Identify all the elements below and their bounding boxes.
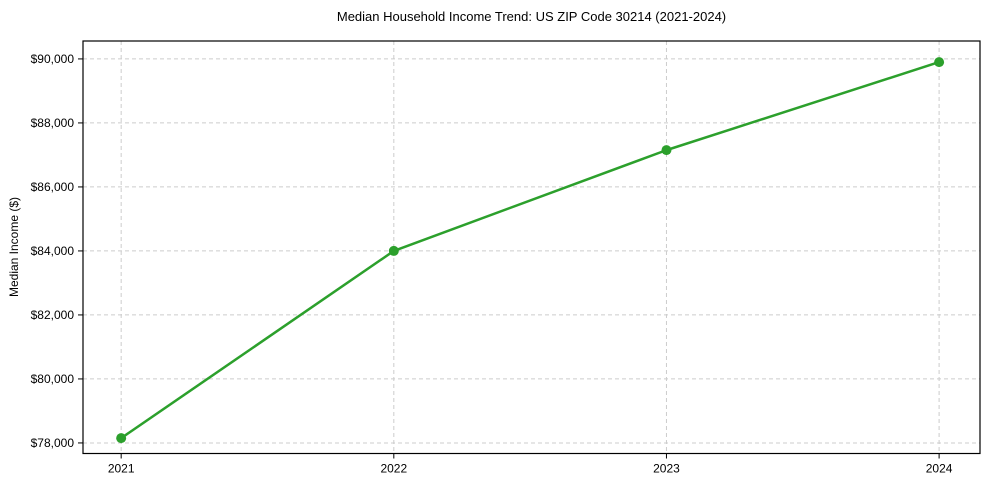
trend-line bbox=[119, 60, 941, 440]
y-tick-label: $80,000 bbox=[31, 372, 75, 386]
x-tick-label: 2021 bbox=[108, 462, 135, 476]
x-tick-label: 2023 bbox=[653, 462, 680, 476]
y-tick-label: $82,000 bbox=[31, 308, 75, 322]
data-point-2022 bbox=[388, 245, 399, 256]
y-tick-label: $88,000 bbox=[31, 116, 75, 130]
plot-border bbox=[82, 40, 981, 455]
x-tick-label: 2024 bbox=[926, 462, 953, 476]
data-point-2024 bbox=[934, 57, 945, 68]
data-point-2021 bbox=[116, 433, 127, 444]
y-tick-label: $84,000 bbox=[31, 244, 75, 258]
data-point-2023 bbox=[661, 145, 672, 156]
y-tick-label: $90,000 bbox=[31, 52, 75, 66]
y-tick-label: $86,000 bbox=[31, 180, 75, 194]
y-tick-label: $78,000 bbox=[31, 436, 75, 450]
chart-title: Median Household Income Trend: US ZIP Co… bbox=[336, 9, 727, 24]
x-tick-label: 2022 bbox=[380, 462, 407, 476]
